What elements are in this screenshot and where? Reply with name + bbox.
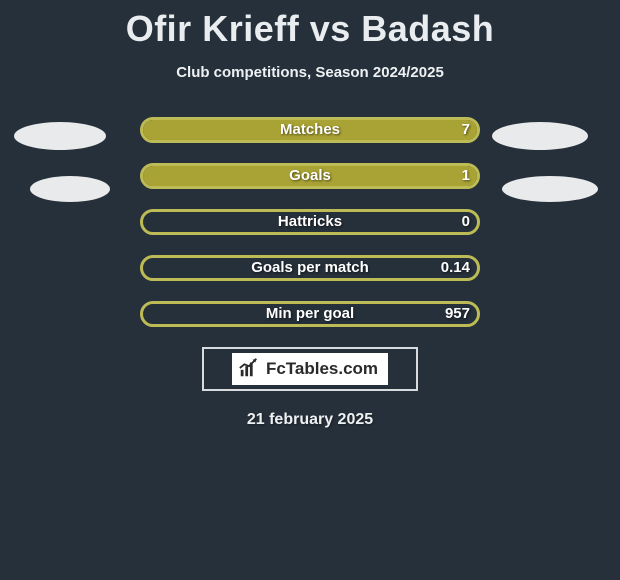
stat-value: 957 bbox=[445, 301, 470, 327]
decorative-ellipse bbox=[14, 122, 106, 150]
decorative-ellipse bbox=[492, 122, 588, 150]
stat-label: Matches bbox=[140, 117, 480, 143]
stat-label: Goals per match bbox=[140, 255, 480, 281]
subtitle: Club competitions, Season 2024/2025 bbox=[0, 64, 620, 81]
stat-row: Goals per match0.14 bbox=[0, 255, 620, 281]
stat-value: 0 bbox=[462, 209, 470, 235]
stat-label: Hattricks bbox=[140, 209, 480, 235]
brand-label: FcTables.com bbox=[232, 353, 388, 385]
stat-value: 1 bbox=[462, 163, 470, 189]
chart-icon bbox=[238, 357, 260, 379]
brand-text: FcTables.com bbox=[266, 359, 378, 378]
decorative-ellipse bbox=[30, 176, 110, 202]
date-label: 21 february 2025 bbox=[0, 411, 620, 429]
stat-label: Goals bbox=[140, 163, 480, 189]
stat-label: Min per goal bbox=[140, 301, 480, 327]
stat-value: 7 bbox=[462, 117, 470, 143]
stat-row: Min per goal957 bbox=[0, 301, 620, 327]
stat-value: 0.14 bbox=[441, 255, 470, 281]
decorative-ellipse bbox=[502, 176, 598, 202]
stat-row: Hattricks0 bbox=[0, 209, 620, 235]
brand-box: FcTables.com bbox=[202, 347, 418, 391]
page-title: Ofir Krieff vs Badash bbox=[0, 0, 620, 50]
